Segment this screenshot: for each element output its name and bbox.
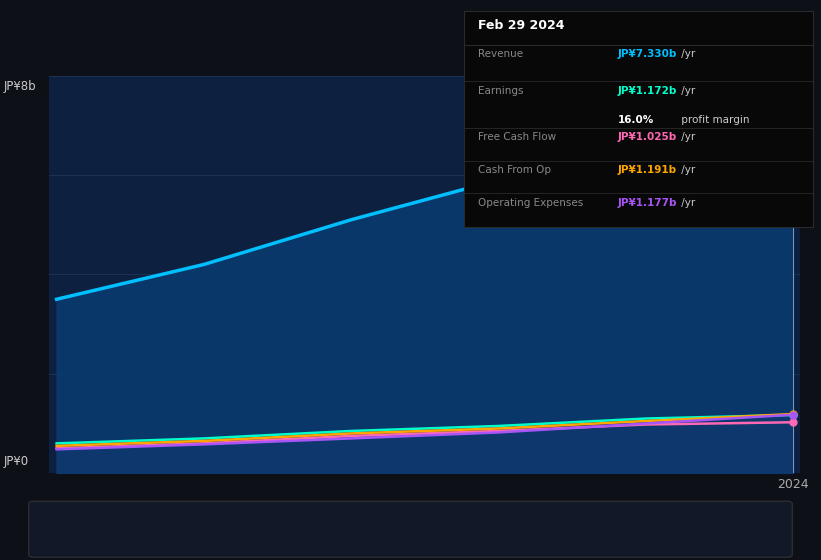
Text: ●: ● <box>442 522 453 536</box>
Text: /yr: /yr <box>678 198 695 208</box>
Text: ●: ● <box>171 522 182 536</box>
Text: Revenue: Revenue <box>478 49 523 59</box>
Text: Feb 29 2024: Feb 29 2024 <box>478 18 564 32</box>
Text: /yr: /yr <box>678 165 695 175</box>
Text: JP¥7.330b: JP¥7.330b <box>617 49 677 59</box>
Text: Free Cash Flow: Free Cash Flow <box>316 522 405 536</box>
Text: /yr: /yr <box>678 49 695 59</box>
Text: JP¥0: JP¥0 <box>4 455 30 469</box>
Text: Revenue: Revenue <box>78 522 130 536</box>
Text: JP¥1.177b: JP¥1.177b <box>617 198 677 208</box>
Text: Earnings: Earnings <box>478 86 523 96</box>
Text: Free Cash Flow: Free Cash Flow <box>478 132 556 142</box>
Text: JP¥1.172b: JP¥1.172b <box>617 86 677 96</box>
Text: JP¥1.025b: JP¥1.025b <box>617 132 677 142</box>
Text: ●: ● <box>581 522 593 536</box>
Text: Earnings: Earnings <box>193 522 245 536</box>
Text: ●: ● <box>56 522 67 536</box>
Text: ●: ● <box>294 522 305 536</box>
Text: JP¥8b: JP¥8b <box>4 80 37 94</box>
Text: /yr: /yr <box>678 86 695 96</box>
Text: 16.0%: 16.0% <box>617 115 654 125</box>
Text: /yr: /yr <box>678 132 695 142</box>
Text: profit margin: profit margin <box>678 115 750 125</box>
Text: Cash From Op: Cash From Op <box>464 522 546 536</box>
Text: JP¥1.191b: JP¥1.191b <box>617 165 677 175</box>
Text: Operating Expenses: Operating Expenses <box>603 522 722 536</box>
Text: Operating Expenses: Operating Expenses <box>478 198 583 208</box>
Text: Cash From Op: Cash From Op <box>478 165 551 175</box>
